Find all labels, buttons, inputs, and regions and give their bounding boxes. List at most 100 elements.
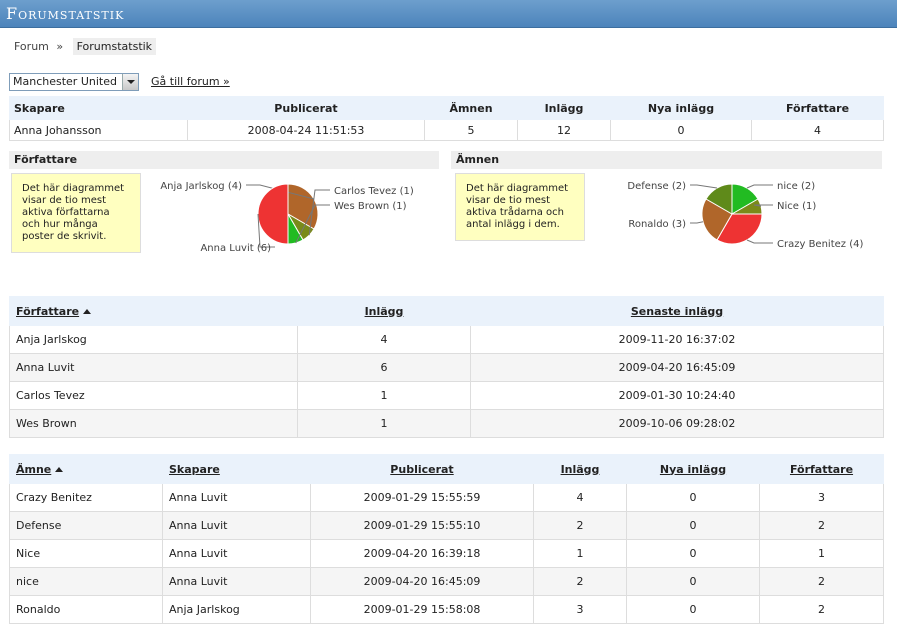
topic-name: nice — [9, 567, 163, 596]
topic-name: Nice — [9, 539, 163, 568]
author-latest: 2009-11-20 16:37:02 — [470, 325, 884, 354]
topic-authors: 2 — [759, 595, 884, 624]
table-row: Carlos Tevez 1 2009-01-30 10:24:40 — [9, 381, 884, 410]
page-title: Forumstatstik — [6, 4, 125, 23]
pie-slice-label: nice (2) — [777, 181, 815, 192]
sort-header-topic[interactable]: Ämne — [9, 454, 163, 484]
topic-published: 2009-04-20 16:39:18 — [310, 539, 534, 568]
pie-label-leader — [295, 204, 330, 244]
sort-header-published[interactable]: Publicerat — [310, 454, 534, 484]
topic-published: 2009-01-29 15:58:08 — [310, 595, 534, 624]
topic-published: 2009-01-29 15:55:59 — [310, 483, 534, 512]
topics-pie-chart: nice (2) Nice (1) Crazy Benitez (4) Ronaldo… — [627, 181, 863, 250]
table-row: Crazy Benitez Anna Luvit 2009-01-29 15:5… — [9, 483, 884, 512]
sort-header-author[interactable]: Författare — [9, 296, 298, 326]
pie-label-leader — [308, 189, 330, 236]
topic-authors: 3 — [759, 483, 884, 512]
author-latest: 2009-01-30 10:24:40 — [470, 381, 884, 410]
pie-label-leader — [257, 213, 275, 248]
topic-new-posts: 0 — [626, 539, 760, 568]
pie-label-leader — [246, 184, 315, 200]
sort-header-latest[interactable]: Senaste inlägg — [470, 296, 884, 326]
topic-name: Crazy Benitez — [9, 483, 163, 512]
topic-name: Defense — [9, 511, 163, 540]
summary-cell: Anna Johansson — [9, 119, 188, 141]
topics-table: Ämne Skapare Publicerat Inlägg Nya inläg… — [9, 454, 884, 624]
topic-creator: Anna Luvit — [162, 539, 311, 568]
author-posts: 4 — [297, 325, 471, 354]
sort-link-latest[interactable]: Senaste inlägg — [630, 304, 724, 318]
sort-link-creator[interactable]: Skapare — [169, 462, 220, 476]
topic-published: 2009-04-20 16:45:09 — [310, 567, 534, 596]
pie-label-leader — [746, 239, 773, 244]
topic-new-posts: 0 — [626, 595, 760, 624]
chevron-down-icon[interactable] — [122, 74, 138, 90]
summary-header-row: Skapare Publicerat Ämnen Inlägg Nya inlä… — [9, 96, 884, 120]
summary-cell: 0 — [610, 119, 752, 141]
sort-header-creator[interactable]: Skapare — [162, 454, 311, 484]
summary-cell: 12 — [517, 119, 611, 141]
author-posts: 1 — [297, 409, 471, 438]
topic-creator: Anna Luvit — [162, 483, 311, 512]
forum-select[interactable]: Manchester United — [9, 73, 139, 91]
sort-header-new-posts[interactable]: Nya inlägg — [626, 454, 760, 484]
breadcrumb-forum-link[interactable]: Forum — [14, 40, 49, 53]
topic-published: 2009-01-29 15:55:10 — [310, 511, 534, 540]
summary-cell: 4 — [751, 119, 884, 141]
topic-posts: 2 — [533, 567, 627, 596]
authors-section-title: Författare — [9, 151, 439, 169]
pie-slice-label: Anja Jarlskog (4) — [160, 181, 242, 192]
authors-table: Författare Inlägg Senaste inlägg Anja Ja… — [9, 296, 884, 438]
author-name: Wes Brown — [9, 409, 298, 438]
breadcrumb-separator: » — [56, 40, 64, 53]
table-row: nice Anna Luvit 2009-04-20 16:45:09 2 0 … — [9, 567, 884, 596]
sort-link-posts[interactable]: Inlägg — [364, 304, 404, 318]
pie-slice-label: Crazy Benitez (4) — [777, 239, 863, 250]
topics-section-title: Ämnen — [451, 151, 882, 169]
pie-slice — [257, 183, 289, 245]
topic-authors: 1 — [759, 539, 884, 568]
topic-authors: 2 — [759, 567, 884, 596]
table-row: Wes Brown 1 2009-10-06 09:28:02 — [9, 409, 884, 438]
table-row: Defense Anna Luvit 2009-01-29 15:55:10 2… — [9, 511, 884, 540]
authors-pie-chart: Anja Jarlskog (4) Carlos Tevez (1) Wes Bro… — [160, 181, 414, 254]
topics-table-header-row: Ämne Skapare Publicerat Inlägg Nya inläg… — [9, 454, 884, 484]
authors-table-header-row: Författare Inlägg Senaste inlägg — [9, 296, 884, 326]
forum-select-value: Manchester United — [13, 75, 117, 88]
summary-table: Skapare Publicerat Ämnen Inlägg Nya inlä… — [9, 96, 884, 141]
sort-header-posts[interactable]: Inlägg — [533, 454, 627, 484]
table-row: Nice Anna Luvit 2009-04-20 16:39:18 1 0 … — [9, 539, 884, 568]
summary-cell: 5 — [424, 119, 518, 141]
page-title-bar: Forumstatstik — [0, 0, 897, 28]
go-to-forum-link[interactable]: Gå till forum » — [151, 75, 230, 88]
summary-header: Ämnen — [424, 96, 518, 120]
sort-link-published[interactable]: Publicerat — [390, 462, 454, 476]
topic-posts: 3 — [533, 595, 627, 624]
sort-link-new-posts[interactable]: Nya inlägg — [659, 462, 727, 476]
sort-link-posts[interactable]: Inlägg — [560, 462, 600, 476]
topic-creator: Anja Jarlskog — [162, 595, 311, 624]
sort-header-posts[interactable]: Inlägg — [297, 296, 471, 326]
summary-row: Anna Johansson 2008-04-24 11:51:53 5 12 … — [9, 119, 884, 141]
sort-header-authors[interactable]: Författare — [759, 454, 884, 484]
pie-slice — [701, 198, 733, 241]
topic-posts: 1 — [533, 539, 627, 568]
pie-label-leader — [746, 184, 773, 189]
sort-asc-icon — [83, 309, 92, 314]
author-name: Carlos Tevez — [9, 381, 298, 410]
topic-name: Ronaldo — [9, 595, 163, 624]
topic-new-posts: 0 — [626, 483, 760, 512]
breadcrumb: Forum » Forumstatstik — [14, 38, 157, 55]
pie-label-leader — [690, 184, 718, 189]
pie-slice — [705, 183, 733, 215]
sort-link-author[interactable]: Författare — [16, 304, 80, 318]
table-row: Anja Jarlskog 4 2009-11-20 16:37:02 — [9, 325, 884, 354]
author-name: Anna Luvit — [9, 353, 298, 382]
topic-new-posts: 0 — [626, 511, 760, 540]
summary-header: Författare — [751, 96, 884, 120]
pie-slice-label: Carlos Tevez (1) — [334, 186, 414, 197]
pie-slice-label: Defense (2) — [627, 181, 686, 192]
authors-chart-note: Det här diagrammet visar de tio mest akt… — [11, 173, 141, 253]
sort-link-authors[interactable]: Författare — [789, 462, 854, 476]
sort-link-topic[interactable]: Ämne — [16, 462, 52, 476]
